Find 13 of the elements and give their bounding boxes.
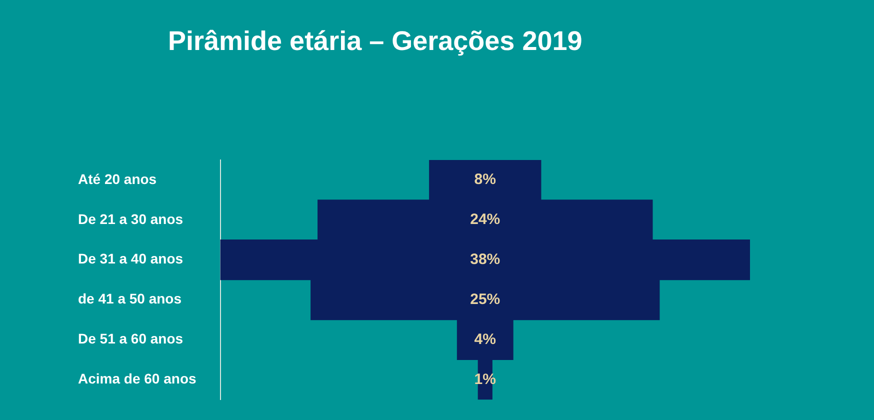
text: Pirâmide etária – Gerações 2019 — [168, 26, 582, 57]
category-label: Até 20 anos — [78, 170, 157, 187]
category-label: De 51 a 60 anos — [78, 330, 184, 347]
data-label: 24% — [470, 211, 500, 228]
data-label: 1% — [474, 370, 496, 388]
category-label: de 41 a 50 anos — [78, 290, 182, 307]
category-label: De 21 a 30 anos — [78, 210, 184, 227]
category-label: Acima de 60 anos — [78, 370, 196, 386]
category-label: De 31 a 40 anos — [78, 250, 184, 267]
data-label: 38% — [470, 250, 500, 268]
data-label: 8% — [474, 171, 496, 188]
data-label: 4% — [474, 330, 496, 348]
data-label: 25% — [470, 290, 500, 308]
